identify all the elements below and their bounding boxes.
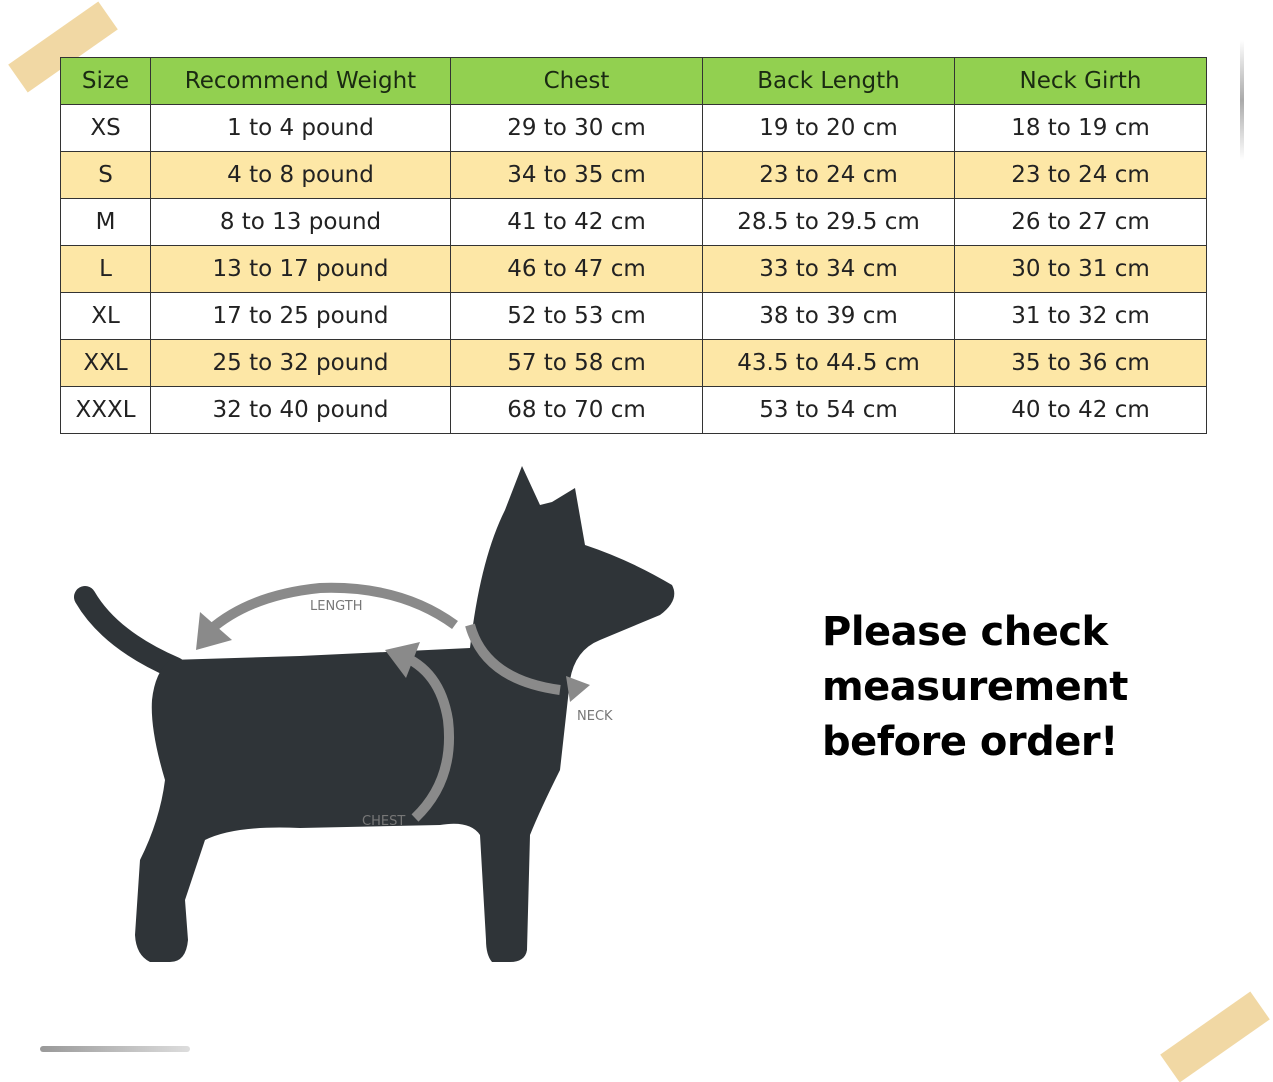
table-row: XS 1 to 4 pound 29 to 30 cm 19 to 20 cm 18 t…: [60, 104, 1207, 152]
dog-silhouette: [135, 466, 675, 962]
table-cell: 68 to 70 cm: [450, 386, 703, 434]
table-row: XXXL 32 to 40 pound 68 to 70 cm 53 to 54 cm…: [60, 386, 1207, 434]
table-cell: 30 to 31 cm: [954, 245, 1207, 293]
header-size: Size: [60, 57, 151, 105]
measurement-note: Please check measurement before order!: [822, 605, 1128, 770]
table-cell: 28.5 to 29.5 cm: [702, 198, 955, 246]
table-cell: 52 to 53 cm: [450, 292, 703, 340]
table-cell: 40 to 42 cm: [954, 386, 1207, 434]
table-header-row: Size Recommend Weight Chest Back Length …: [60, 57, 1207, 105]
length-label: LENGTH: [310, 599, 363, 614]
table-row: XXL 25 to 32 pound 57 to 58 cm 43.5 to 44.5…: [60, 339, 1207, 387]
page-shadow: [1240, 40, 1244, 160]
table-row: L 13 to 17 pound 46 to 47 cm 33 to 34 cm 30 …: [60, 245, 1207, 293]
table-cell: 29 to 30 cm: [450, 104, 703, 152]
size-table: Size Recommend Weight Chest Back Length …: [60, 57, 1207, 434]
table-cell: 43.5 to 44.5 cm: [702, 339, 955, 387]
table-cell: 8 to 13 pound: [150, 198, 451, 246]
table-cell: L: [60, 245, 151, 293]
table-cell: XXL: [60, 339, 151, 387]
table-cell: M: [60, 198, 151, 246]
note-line: before order!: [822, 719, 1118, 765]
table-cell: XXXL: [60, 386, 151, 434]
header-weight: Recommend Weight: [150, 57, 451, 105]
table-cell: XS: [60, 104, 151, 152]
table-cell: 17 to 25 pound: [150, 292, 451, 340]
table-cell: 34 to 35 cm: [450, 151, 703, 199]
chest-label: CHEST: [362, 814, 405, 829]
length-arrowhead-icon: [196, 612, 232, 650]
header-neck-girth: Neck Girth: [954, 57, 1207, 105]
table-cell: 33 to 34 cm: [702, 245, 955, 293]
table-cell: 19 to 20 cm: [702, 104, 955, 152]
header-back-length: Back Length: [702, 57, 955, 105]
table-cell: 18 to 19 cm: [954, 104, 1207, 152]
neck-arrow: [465, 623, 561, 695]
table-cell: 57 to 58 cm: [450, 339, 703, 387]
table-cell: 25 to 32 pound: [150, 339, 451, 387]
note-line: Please check: [822, 609, 1108, 655]
page-shadow: [40, 1046, 190, 1052]
chest-arrow: [398, 650, 454, 822]
table-cell: 35 to 36 cm: [954, 339, 1207, 387]
note-line: measurement: [822, 664, 1128, 710]
neck-label: NECK: [577, 709, 613, 724]
header-chest: Chest: [450, 57, 703, 105]
table-cell: 32 to 40 pound: [150, 386, 451, 434]
neck-arrowhead-icon: [566, 676, 590, 702]
table-cell: 53 to 54 cm: [702, 386, 955, 434]
table-cell: 41 to 42 cm: [450, 198, 703, 246]
dog-tail: [74, 586, 186, 679]
chest-arrowhead-icon: [385, 642, 420, 678]
length-arrow: [206, 582, 458, 634]
table-cell: 23 to 24 cm: [954, 151, 1207, 199]
table-cell: S: [60, 151, 151, 199]
table-cell: 4 to 8 pound: [150, 151, 451, 199]
table-cell: 31 to 32 cm: [954, 292, 1207, 340]
